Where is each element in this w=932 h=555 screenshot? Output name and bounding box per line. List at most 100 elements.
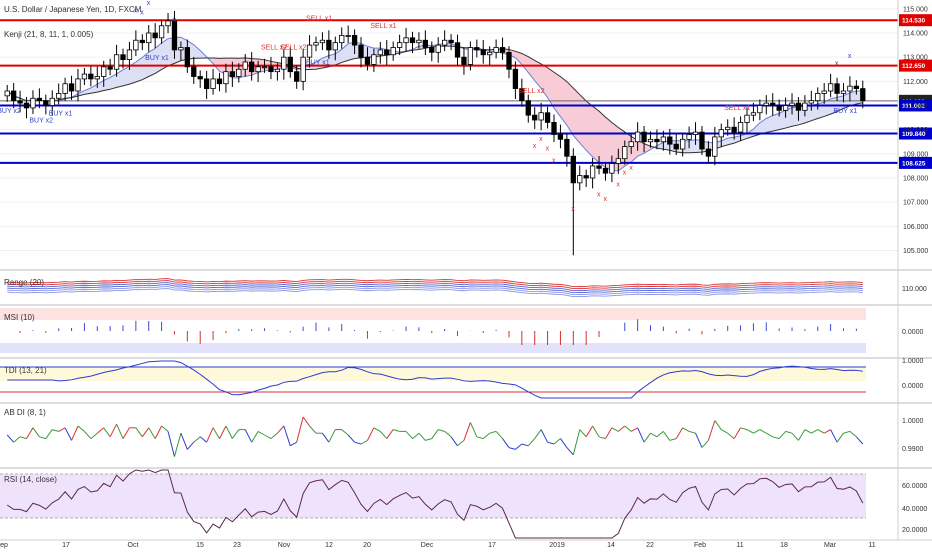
candle[interactable] xyxy=(133,30,139,56)
candle[interactable] xyxy=(622,140,628,165)
candle[interactable] xyxy=(351,29,358,55)
candle[interactable] xyxy=(692,122,699,145)
candle[interactable] xyxy=(10,83,17,109)
candle[interactable] xyxy=(815,87,821,110)
candle[interactable] xyxy=(725,119,731,136)
candle[interactable] xyxy=(506,46,512,79)
candle[interactable] xyxy=(210,69,216,95)
candle[interactable] xyxy=(113,44,120,77)
candle[interactable] xyxy=(139,34,145,51)
candle[interactable] xyxy=(268,56,274,80)
candle[interactable] xyxy=(261,58,268,73)
candle[interactable] xyxy=(88,66,94,87)
candle[interactable] xyxy=(757,99,763,121)
candle[interactable] xyxy=(377,41,383,64)
candle[interactable] xyxy=(75,69,81,102)
candle[interactable] xyxy=(294,65,300,89)
candle[interactable] xyxy=(538,102,544,131)
candle[interactable] xyxy=(178,41,184,61)
candle[interactable] xyxy=(744,107,750,133)
candle[interactable] xyxy=(699,126,705,156)
candle[interactable] xyxy=(326,30,332,59)
candle[interactable] xyxy=(467,41,474,71)
candle[interactable] xyxy=(4,84,10,102)
candle[interactable] xyxy=(43,94,49,115)
candle[interactable] xyxy=(36,88,43,109)
candle[interactable] xyxy=(454,34,461,67)
candle[interactable] xyxy=(853,80,860,95)
candle[interactable] xyxy=(705,141,712,164)
candle[interactable] xyxy=(223,63,229,93)
candle[interactable] xyxy=(81,68,88,85)
candle[interactable] xyxy=(255,60,261,83)
candle[interactable] xyxy=(673,134,679,156)
candle[interactable] xyxy=(609,155,615,183)
candle[interactable] xyxy=(480,40,486,64)
candle[interactable] xyxy=(795,97,802,121)
candle[interactable] xyxy=(236,63,242,83)
candle[interactable] xyxy=(487,46,493,66)
candle[interactable] xyxy=(56,83,62,105)
candle[interactable] xyxy=(300,49,306,91)
candle[interactable] xyxy=(827,73,834,98)
candle[interactable] xyxy=(364,47,371,71)
candle[interactable] xyxy=(191,56,197,84)
candle[interactable] xyxy=(512,61,519,99)
candle[interactable] xyxy=(525,94,531,123)
candle[interactable] xyxy=(441,30,448,52)
candle[interactable] xyxy=(358,37,364,68)
candle[interactable] xyxy=(821,83,827,104)
candle[interactable] xyxy=(165,12,171,34)
candle[interactable] xyxy=(435,37,441,63)
candle[interactable] xyxy=(557,124,564,149)
candle[interactable] xyxy=(287,47,293,78)
candlesticks[interactable] xyxy=(4,11,866,256)
candle[interactable] xyxy=(776,99,782,117)
candle[interactable] xyxy=(409,31,416,54)
candle[interactable] xyxy=(615,148,621,174)
candle[interactable] xyxy=(847,76,853,102)
candle[interactable] xyxy=(197,70,203,88)
candle[interactable] xyxy=(171,11,178,59)
candle[interactable] xyxy=(203,70,210,99)
candle[interactable] xyxy=(782,97,789,118)
candle[interactable] xyxy=(680,133,686,157)
candle[interactable] xyxy=(763,95,769,115)
candle[interactable] xyxy=(654,129,660,150)
candle[interactable] xyxy=(152,23,158,49)
candle[interactable] xyxy=(62,77,68,101)
candle[interactable] xyxy=(519,78,525,107)
candle[interactable] xyxy=(667,128,673,155)
candle[interactable] xyxy=(332,36,338,61)
candle[interactable] xyxy=(474,39,480,58)
candle[interactable] xyxy=(23,97,30,119)
candle[interactable] xyxy=(429,41,435,62)
candle[interactable] xyxy=(583,169,589,187)
candle[interactable] xyxy=(396,34,403,55)
candle[interactable] xyxy=(544,106,551,129)
candle[interactable] xyxy=(750,102,757,122)
candle[interactable] xyxy=(216,72,223,92)
candle[interactable] xyxy=(770,93,776,116)
candle[interactable] xyxy=(184,39,190,73)
candle[interactable] xyxy=(860,80,866,109)
candle[interactable] xyxy=(403,27,409,52)
candle[interactable] xyxy=(589,157,596,189)
candle[interactable] xyxy=(281,49,287,80)
candle[interactable] xyxy=(532,107,538,129)
candle[interactable] xyxy=(570,148,576,256)
candle[interactable] xyxy=(120,48,126,69)
candle[interactable] xyxy=(371,48,377,72)
candle[interactable] xyxy=(49,90,55,116)
candle[interactable] xyxy=(602,162,609,181)
candle[interactable] xyxy=(94,66,100,88)
candle[interactable] xyxy=(339,27,345,49)
candle[interactable] xyxy=(448,34,454,51)
candle[interactable] xyxy=(107,58,113,76)
candle[interactable] xyxy=(628,133,634,155)
candle[interactable] xyxy=(313,36,319,52)
candle[interactable] xyxy=(789,93,795,115)
candle[interactable] xyxy=(577,165,583,191)
